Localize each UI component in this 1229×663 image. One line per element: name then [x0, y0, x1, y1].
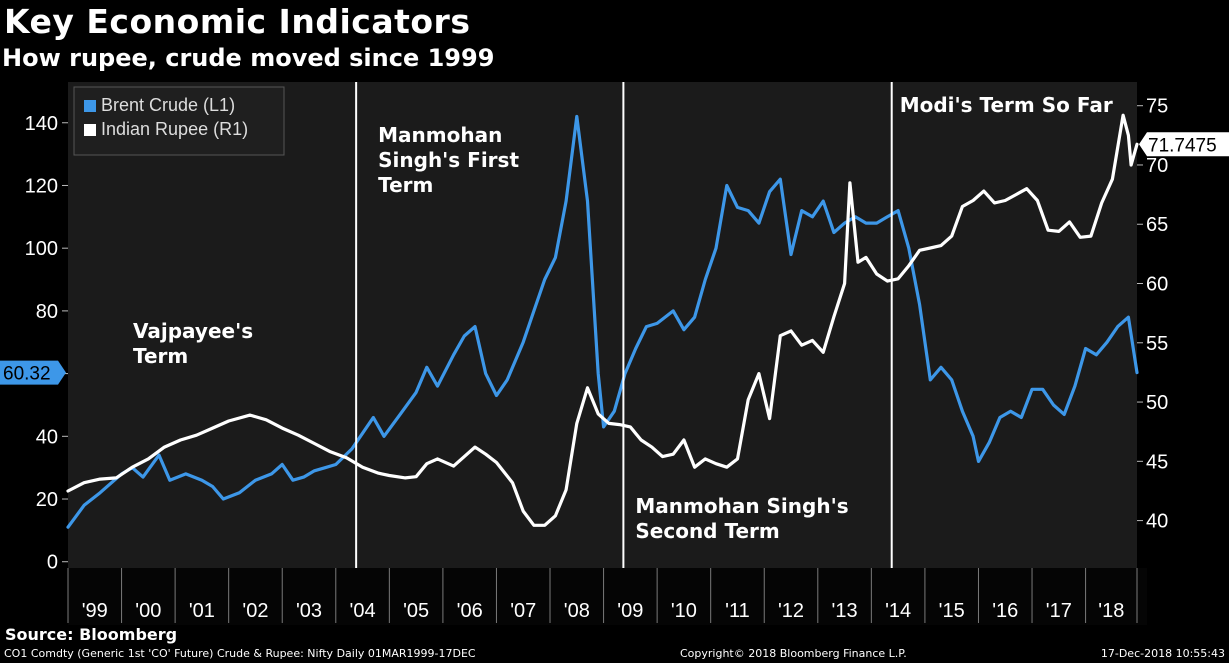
left-tick-label: 140 — [25, 113, 58, 135]
legend-swatch — [84, 124, 96, 136]
right-tick-label: 75 — [1146, 96, 1168, 118]
x-tick-label: '01 — [189, 600, 215, 622]
term-label: Term — [378, 173, 433, 197]
footer-timestamp: 17-Dec-2018 10:55:43 — [1100, 647, 1225, 660]
term-label: Modi's Term So Far — [900, 93, 1113, 117]
x-tick-label: '16 — [992, 600, 1018, 622]
right-tick-label: 55 — [1146, 333, 1168, 355]
x-tick-label: '03 — [296, 600, 322, 622]
x-tick-label: '08 — [564, 600, 590, 622]
x-tick-label: '04 — [350, 600, 376, 622]
x-tick-label: '18 — [1098, 600, 1124, 622]
left-tick-label: 80 — [36, 301, 58, 323]
legend-swatch — [84, 100, 96, 112]
x-tick-label: '12 — [778, 600, 804, 622]
left-tick-label: 120 — [25, 175, 58, 197]
series-line-brent-crude — [66, 114, 1139, 529]
term-label: Term — [133, 344, 188, 368]
x-tick-label: '00 — [135, 600, 161, 622]
x-tick-label: '17 — [1046, 600, 1072, 622]
term-label: Manmohan Singh's — [635, 494, 848, 518]
source-note: Source: Bloomberg — [5, 625, 178, 644]
right-tick-label: 45 — [1146, 451, 1168, 473]
x-tick-label: '13 — [832, 600, 858, 622]
term-label: Manmohan — [378, 123, 502, 147]
footer-bar: CO1 Comdty (Generic 1st 'CO' Future) Cru… — [0, 645, 1229, 663]
rupee-last-value-tag — [1139, 132, 1229, 157]
chart-title: Key Economic Indicators — [4, 2, 471, 41]
rupee-last-value: 71.7475 — [1148, 135, 1217, 156]
right-tick-label: 50 — [1146, 392, 1168, 414]
crude-last-value: 60.32 — [3, 364, 51, 385]
legend-label: Brent Crude (L1) — [101, 95, 235, 115]
right-tick-label: 70 — [1146, 155, 1168, 177]
left-tick-label: 20 — [36, 489, 58, 511]
x-tick-label: '99 — [82, 600, 108, 622]
left-tick-label: 40 — [36, 426, 58, 448]
crude-last-value-tag — [0, 360, 66, 385]
footer-ticker: CO1 Comdty (Generic 1st 'CO' Future) Cru… — [4, 647, 476, 660]
right-tick-label: 65 — [1146, 214, 1168, 236]
term-label: Vajpayee's — [133, 319, 253, 343]
legend-label: Indian Rupee (R1) — [101, 119, 248, 139]
x-axis-band — [68, 568, 1147, 625]
x-tick-label: '05 — [403, 600, 429, 622]
x-tick-label: '06 — [457, 600, 483, 622]
x-tick-label: '15 — [939, 600, 965, 622]
chart-area: '99 '00 '01 '02 '03 '04 '05 '06 '07 '08 '09 '10 '11 '… — [0, 82, 1229, 625]
left-tick-label: 0 — [47, 552, 58, 574]
x-tick-label: '11 — [725, 600, 750, 622]
legend-box — [73, 86, 285, 156]
right-tick-label: 60 — [1146, 274, 1168, 296]
series-line-indian-rupee — [66, 113, 1139, 527]
x-tick-label: '07 — [510, 600, 536, 622]
term-label: Singh's First — [378, 148, 519, 172]
x-tick-label: '02 — [242, 600, 268, 622]
term-label: Second Term — [635, 519, 779, 543]
chart-subtitle: How rupee, crude moved since 1999 — [2, 44, 495, 72]
footer-copyright: Copyright© 2018 Bloomberg Finance L.P. — [680, 647, 907, 660]
right-tick-label: 40 — [1146, 511, 1168, 533]
left-tick-label: 100 — [25, 238, 58, 260]
x-tick-label: '14 — [885, 600, 911, 622]
x-tick-label: '09 — [617, 600, 643, 622]
x-tick-label: '10 — [671, 600, 697, 622]
